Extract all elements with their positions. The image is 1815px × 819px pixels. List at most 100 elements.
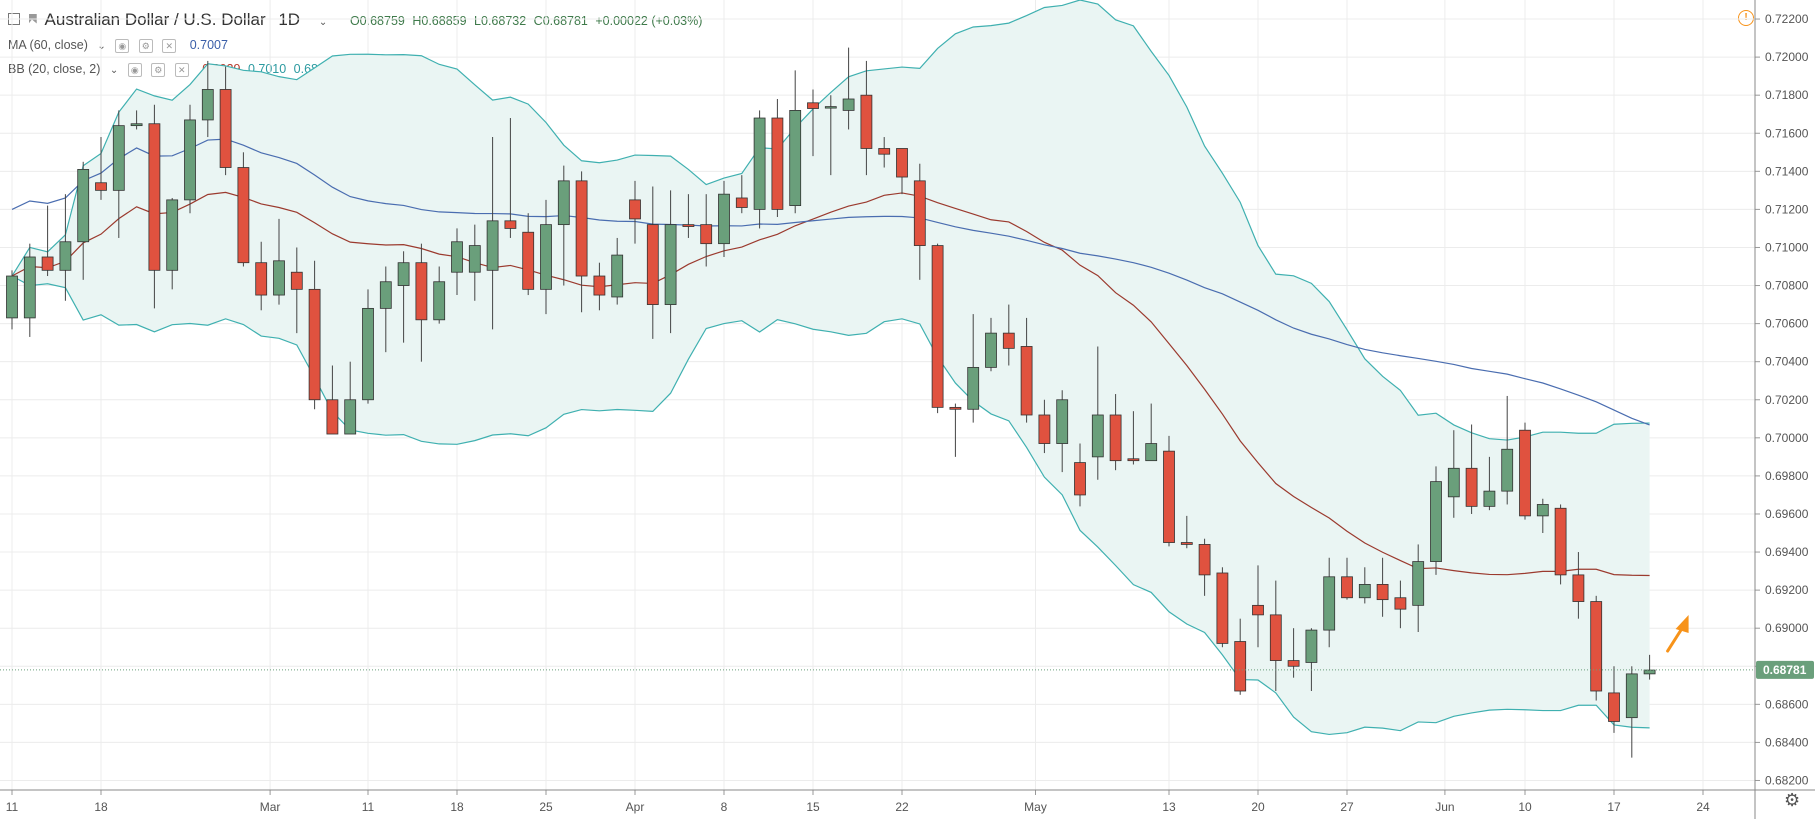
y-tick-label: 0.69600 — [1765, 507, 1809, 521]
candle-body — [255, 262, 268, 296]
candle — [1109, 394, 1122, 471]
eye-icon[interactable]: ◉ — [127, 62, 142, 77]
ma-value: 0.7007 — [189, 38, 228, 52]
high-value: H0.68859 — [412, 14, 467, 28]
candle — [1536, 498, 1549, 534]
candle-body — [1554, 507, 1567, 576]
candle-body — [1501, 448, 1514, 492]
candle-body — [415, 262, 428, 321]
y-tick-label: 0.69400 — [1765, 545, 1809, 559]
candle — [148, 104, 161, 309]
candle — [1198, 538, 1211, 596]
candle — [522, 213, 535, 296]
candle — [504, 118, 517, 238]
candle — [1483, 456, 1496, 511]
ma-legend[interactable]: MA (60, close) ⌄ ◉ ⚙ ✕ 0.7007 — [8, 38, 232, 53]
candle — [1056, 390, 1069, 473]
candle-body — [1608, 692, 1620, 722]
candle-body — [753, 117, 766, 210]
candle — [1412, 544, 1425, 632]
change-value: +0.00022 (+0.03%) — [595, 14, 703, 28]
candle — [718, 180, 730, 257]
candle — [201, 60, 214, 138]
close-value: C0.68781 — [533, 14, 588, 28]
candle-body — [575, 180, 588, 277]
candle — [842, 47, 855, 130]
candle-body — [1590, 601, 1603, 692]
gear-icon[interactable]: ⚙ — [1784, 790, 1801, 810]
candle-body — [1074, 462, 1086, 496]
chevron-down-icon[interactable]: ⌄ — [97, 41, 106, 52]
candle — [700, 194, 713, 267]
candle-body — [1287, 660, 1300, 667]
candle — [1572, 552, 1585, 619]
candle-body — [718, 193, 730, 245]
candles[interactable] — [6, 47, 1656, 758]
candle-body — [1483, 490, 1496, 507]
candle-body — [611, 254, 624, 298]
chevron-down-icon[interactable]: ⌄ — [109, 65, 119, 76]
candle — [59, 194, 72, 301]
candle — [1038, 399, 1051, 454]
candle-body — [1519, 429, 1531, 517]
candle — [931, 243, 944, 414]
x-tick-label: 18 — [94, 800, 108, 814]
candle — [1394, 580, 1407, 629]
y-tick-label: 0.71200 — [1765, 202, 1809, 216]
chevron-down-icon[interactable]: ⌄ — [318, 17, 328, 28]
y-tick-label: 0.70200 — [1765, 393, 1809, 407]
candle-body — [896, 148, 908, 178]
candle — [23, 243, 36, 337]
candle-body — [629, 199, 641, 220]
bb-label[interactable]: BB (20, close, 2) — [8, 62, 101, 76]
eye-icon[interactable]: ◉ — [115, 38, 130, 53]
candle-body — [1091, 414, 1104, 458]
y-tick-label: 0.69800 — [1765, 469, 1809, 483]
candle — [486, 137, 499, 330]
candle-body — [1643, 669, 1656, 675]
candle — [985, 317, 997, 372]
candle-body — [860, 94, 873, 149]
close-icon[interactable]: ✕ — [174, 62, 189, 77]
candle — [949, 403, 962, 457]
candle — [1465, 424, 1478, 514]
candle — [1163, 435, 1175, 547]
candle-body — [308, 288, 321, 401]
chart-legend-header: Australian Dollar / U.S. Dollar 1D ⌄ O0.… — [8, 10, 710, 30]
candle — [326, 365, 339, 435]
candle — [468, 224, 481, 301]
settings-icon[interactable]: ⚙ — [151, 62, 166, 77]
bollinger-band — [12, 0, 1650, 735]
candle-body — [1234, 641, 1247, 692]
candle — [1608, 666, 1620, 733]
candle-body — [593, 275, 606, 296]
settings-icon[interactable]: ⚙ — [138, 38, 153, 53]
x-tick-label: 10 — [1518, 800, 1532, 814]
candle — [166, 197, 179, 290]
bb-upper-line — [11, 0, 1650, 441]
candle-body — [1572, 574, 1585, 602]
x-tick-label: 25 — [539, 800, 553, 814]
candle — [130, 110, 143, 130]
x-tick-label: 13 — [1162, 800, 1176, 814]
last-price-label-bg — [1756, 660, 1814, 679]
warning-icon[interactable]: ! — [1738, 10, 1754, 26]
candle-body — [130, 123, 143, 127]
y-tick-label: 0.70800 — [1765, 279, 1809, 293]
close-icon[interactable]: ✕ — [162, 38, 177, 53]
candle — [1020, 317, 1033, 423]
candle — [1519, 422, 1531, 520]
ma-label[interactable]: MA (60, close) — [8, 38, 88, 52]
candle-body — [201, 89, 214, 121]
candle-body — [1447, 467, 1460, 498]
candle — [1341, 557, 1353, 600]
flag-icon — [28, 13, 37, 24]
candle — [735, 175, 748, 214]
candle — [184, 104, 196, 214]
candle-body — [1127, 458, 1140, 462]
y-tick-label: 0.71600 — [1765, 126, 1809, 140]
candle — [1643, 654, 1656, 680]
collapse-icon[interactable] — [8, 12, 20, 25]
annotations: 0.68781 — [0, 615, 1814, 679]
